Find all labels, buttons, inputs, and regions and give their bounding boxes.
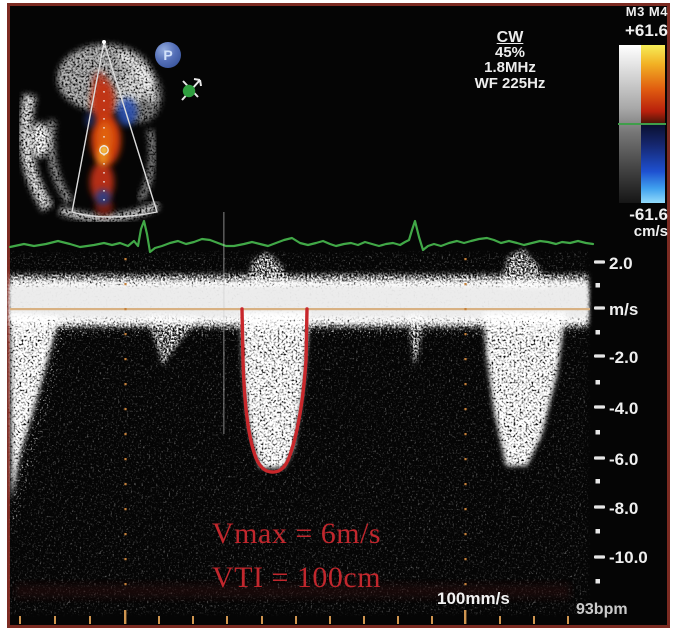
spectral-display [10,212,590,614]
color-doppler-jet [85,72,137,215]
doppler-settings-panel: CW 45% 1.8MHz WF 225Hz [450,29,570,92]
velocity-tick-label: -4.0 [609,399,639,418]
p-marker-letter: P [163,47,173,63]
spectral-baseline [10,308,590,311]
colorbar-max-label: +61.6 [624,21,668,40]
velocity-tick-label: -8.0 [609,499,639,518]
cw-focus-marker [99,145,109,155]
vti-annotation: VTI = 100cm [212,561,382,594]
echo-thumbnail [19,40,162,222]
velocity-tick-label: -10.0 [609,548,648,567]
vmax-annotation: Vmax = 6m/s [212,517,382,550]
frequency-label: 1.8MHz [484,59,536,77]
sweep-cursor-line [223,212,225,434]
colorbar-baseline-marker [618,123,666,125]
doppler-mode-label: CW [496,29,524,46]
velocity-axis-ticks [594,260,605,584]
colorbar-unit-label: cm/s [633,223,668,240]
probe-orientation-icon [181,78,202,101]
velocity-unit-label: m/s [609,300,639,319]
wall-filter-label: WF 225Hz [474,74,546,92]
map-label: M3 M4 [625,4,668,19]
velocity-tick-label: -2.0 [609,348,639,367]
velocity-tick-label: 2.0 [609,254,633,273]
cw-sector-wedge [71,40,158,218]
p-marker-icon: P [155,42,181,68]
heart-rate-label: 93bpm [576,601,628,618]
doppler-velocity-trace [240,307,309,474]
systolic-jet-envelope [240,312,310,468]
power-label: 45% [494,44,526,62]
velocity-tick-label: -6.0 [609,450,639,469]
time-scale-ticks [19,610,569,624]
colorbar-min-label: -61.6 [629,205,668,224]
ecg-trace [8,219,595,254]
sweep-speed-label: 100mm/s [437,589,510,608]
